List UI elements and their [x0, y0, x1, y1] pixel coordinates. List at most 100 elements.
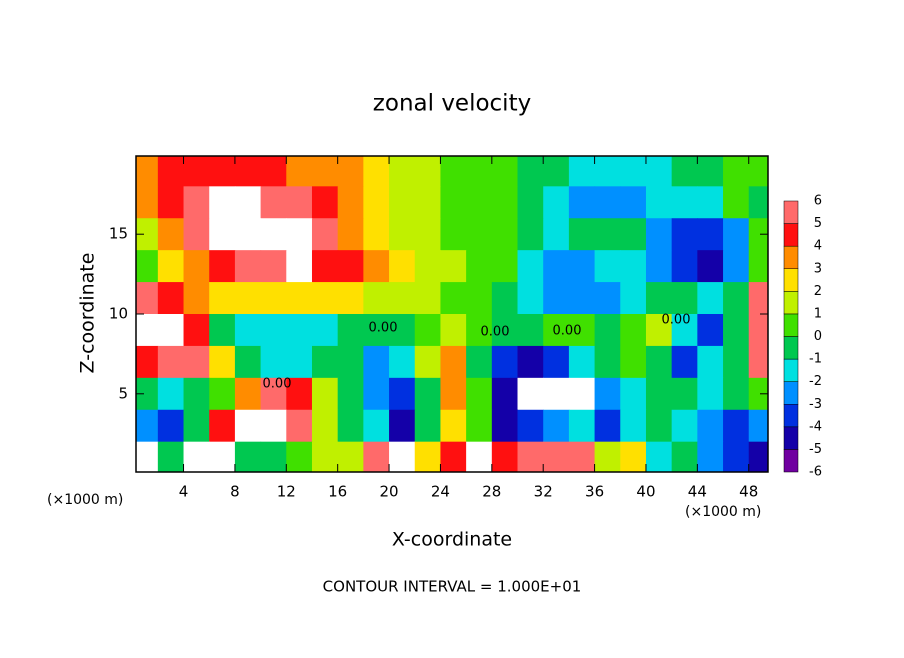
contour-label: 0.00	[662, 313, 691, 328]
field-cell	[363, 218, 390, 251]
field-cell	[363, 282, 390, 315]
x-tick-label: 40	[636, 483, 655, 501]
field-cell	[671, 441, 698, 472]
field-cell	[234, 250, 262, 283]
field-cell	[389, 314, 416, 347]
field-cell	[594, 156, 621, 187]
field-cell	[234, 314, 262, 347]
colorbar-label: 2	[814, 284, 822, 299]
field-cell	[286, 345, 313, 379]
field-cell	[234, 409, 262, 443]
field-cell	[671, 282, 698, 315]
field-cell	[234, 377, 262, 411]
field-cell	[543, 156, 570, 187]
x-tick-label: 28	[482, 483, 501, 501]
field-cell	[594, 282, 621, 315]
field-cell	[594, 441, 621, 472]
field-cell	[543, 345, 570, 379]
field-cell	[594, 218, 621, 251]
field-cell	[389, 156, 416, 187]
field-cell	[491, 250, 519, 283]
field-cell	[697, 282, 724, 315]
field-cell	[157, 156, 185, 187]
field-cell	[671, 377, 698, 411]
field-cell	[389, 218, 416, 251]
field-cell	[466, 409, 493, 443]
field-cell	[389, 409, 416, 443]
field-cell	[234, 186, 262, 219]
field-cell	[748, 250, 768, 283]
field-cell	[645, 441, 673, 472]
field-cell	[311, 314, 339, 347]
field-cell	[620, 250, 647, 283]
field-cell	[136, 218, 159, 251]
field-cell	[748, 282, 768, 315]
field-cell	[723, 314, 750, 347]
field-cell	[209, 282, 236, 315]
field-cell	[260, 345, 287, 379]
field-cell	[517, 441, 544, 472]
field-cell	[363, 186, 390, 219]
field-cell	[414, 186, 441, 219]
field-cell	[363, 156, 390, 187]
field-cell	[620, 441, 647, 472]
field-cell	[440, 441, 467, 472]
field-cell	[260, 409, 287, 443]
field-cell	[466, 250, 493, 283]
field-cell	[594, 186, 621, 219]
field-cell	[517, 314, 544, 347]
field-cell	[260, 377, 287, 411]
field-cell	[157, 409, 185, 443]
field-cell	[440, 377, 467, 411]
field-cell	[209, 250, 236, 283]
field-cell	[337, 345, 364, 379]
field-cell	[466, 156, 493, 187]
field-cell	[723, 156, 750, 187]
field-cell	[517, 156, 544, 187]
field-cell	[286, 156, 313, 187]
field-cell	[183, 314, 210, 347]
field-cell	[209, 377, 236, 411]
field-cell	[748, 409, 768, 443]
field-cell	[260, 250, 287, 283]
contour-label: 0.00	[553, 324, 582, 339]
field-cell	[671, 156, 698, 187]
field-cell	[671, 218, 698, 251]
field-cell	[414, 282, 441, 315]
field-cell	[311, 250, 339, 283]
field-cell	[645, 186, 673, 219]
field-cell	[414, 409, 441, 443]
contour-label: 0.00	[263, 377, 292, 392]
field-cell	[491, 218, 519, 251]
field-cell	[183, 345, 210, 379]
field-cell	[286, 186, 313, 219]
field-cell	[311, 186, 339, 219]
colorbar-swatch	[783, 426, 799, 450]
field-cell	[136, 282, 159, 315]
field-cell	[414, 345, 441, 379]
x-tick-label: 8	[230, 483, 240, 501]
field-cell	[337, 441, 364, 472]
field-cell	[620, 156, 647, 187]
field-cell	[645, 409, 673, 443]
y-tick-label: 5	[118, 384, 128, 402]
field-cell	[491, 314, 519, 347]
field-cell	[594, 250, 621, 283]
field-cell	[414, 441, 441, 472]
field-cell	[594, 345, 621, 379]
field-cell	[491, 345, 519, 379]
field-cell	[723, 377, 750, 411]
field-cell	[183, 250, 210, 283]
field-cell	[466, 345, 493, 379]
field-cell	[389, 250, 416, 283]
x-unit: (×1000 m)	[685, 504, 761, 520]
field-cell	[594, 377, 621, 411]
field-cell	[723, 250, 750, 283]
field-cell	[748, 441, 768, 472]
field-cell	[594, 409, 621, 443]
field-cell	[568, 218, 596, 251]
field-cell	[136, 186, 159, 219]
field-cell	[517, 377, 544, 411]
colorbar-label: -1	[809, 352, 822, 367]
field-cell	[697, 156, 724, 187]
